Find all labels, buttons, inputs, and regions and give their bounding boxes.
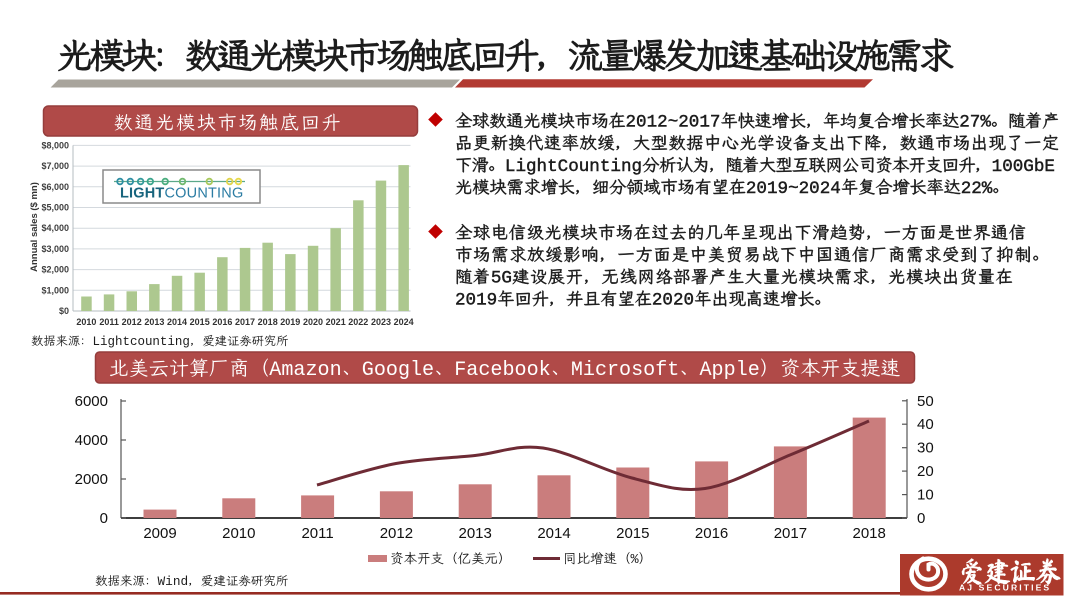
svg-text:2019~2024: 2019~2024 xyxy=(746,179,841,199)
svg-text:22%: 22% xyxy=(961,179,993,199)
svg-text:2012~2017: 2012~2017 xyxy=(626,113,721,133)
svg-text:2013: 2013 xyxy=(459,525,492,542)
svg-text:0: 0 xyxy=(100,510,108,527)
svg-text:2023: 2023 xyxy=(371,317,391,327)
svg-text:2014: 2014 xyxy=(537,525,570,542)
svg-text:Facebook: Facebook xyxy=(454,359,550,382)
svg-text:2019: 2019 xyxy=(280,317,300,327)
svg-text:LightCounting: LightCounting xyxy=(505,157,642,177)
svg-text:2020: 2020 xyxy=(303,317,323,327)
svg-text:2014: 2014 xyxy=(167,317,187,327)
svg-text:$6,000: $6,000 xyxy=(41,182,69,192)
svg-text:$0: $0 xyxy=(59,306,69,316)
svg-text:20: 20 xyxy=(917,463,934,480)
svg-text:5G: 5G xyxy=(491,269,512,289)
svg-text:40: 40 xyxy=(917,416,934,433)
svg-text:2012: 2012 xyxy=(380,525,413,542)
svg-text:Amazon: Amazon xyxy=(269,359,341,382)
svg-text:Apple: Apple xyxy=(700,359,760,382)
svg-text:$5,000: $5,000 xyxy=(41,203,69,213)
svg-text:2018: 2018 xyxy=(853,525,886,542)
svg-text:2018: 2018 xyxy=(258,317,278,327)
svg-text:Microsoft: Microsoft xyxy=(571,359,680,382)
svg-text:2013: 2013 xyxy=(144,317,164,327)
svg-text:Google: Google xyxy=(362,359,434,382)
svg-text:27%: 27% xyxy=(959,113,991,133)
svg-text:$1,000: $1,000 xyxy=(41,285,69,295)
svg-text:2000: 2000 xyxy=(75,471,108,488)
svg-text:2017: 2017 xyxy=(774,525,807,542)
svg-text:2011: 2011 xyxy=(99,317,119,327)
svg-text:Lightcounting: Lightcounting xyxy=(93,335,190,349)
svg-text:Annual sales ($ mn): Annual sales ($ mn) xyxy=(29,182,40,272)
svg-text:2024: 2024 xyxy=(394,317,414,327)
svg-text:Wind: Wind xyxy=(158,574,189,589)
svg-text:%: % xyxy=(631,553,640,568)
svg-text:$4,000: $4,000 xyxy=(41,223,69,233)
svg-text:50: 50 xyxy=(917,393,934,410)
svg-text:10: 10 xyxy=(917,487,934,504)
svg-text:2015: 2015 xyxy=(616,525,649,542)
svg-text:2015: 2015 xyxy=(190,317,210,327)
svg-text:2017: 2017 xyxy=(235,317,255,327)
svg-text:4000: 4000 xyxy=(75,432,108,449)
svg-text:LIGHTCOUNTING: LIGHTCOUNTING xyxy=(120,186,243,202)
svg-text:$2,000: $2,000 xyxy=(41,265,69,275)
svg-text:2022: 2022 xyxy=(348,317,368,327)
svg-text:$7,000: $7,000 xyxy=(41,161,69,171)
svg-text:2021: 2021 xyxy=(326,317,346,327)
svg-text:2019: 2019 xyxy=(455,291,497,311)
svg-text:2012: 2012 xyxy=(122,317,142,327)
svg-text:2016: 2016 xyxy=(695,525,728,542)
svg-text:30: 30 xyxy=(917,440,934,457)
svg-text:2011: 2011 xyxy=(301,525,333,542)
svg-text:AJ SECURITIES: AJ SECURITIES xyxy=(959,583,1051,593)
svg-text:2009: 2009 xyxy=(143,525,176,542)
svg-text:2016: 2016 xyxy=(212,317,232,327)
svg-text:0: 0 xyxy=(917,510,925,527)
svg-text:$8,000: $8,000 xyxy=(41,140,69,150)
svg-text:$3,000: $3,000 xyxy=(41,244,69,254)
svg-text:100GbE: 100GbE xyxy=(992,157,1055,177)
svg-text:2010: 2010 xyxy=(76,317,96,327)
svg-text:6000: 6000 xyxy=(75,393,108,410)
svg-text:2020: 2020 xyxy=(652,291,694,311)
svg-text:2010: 2010 xyxy=(222,525,255,542)
